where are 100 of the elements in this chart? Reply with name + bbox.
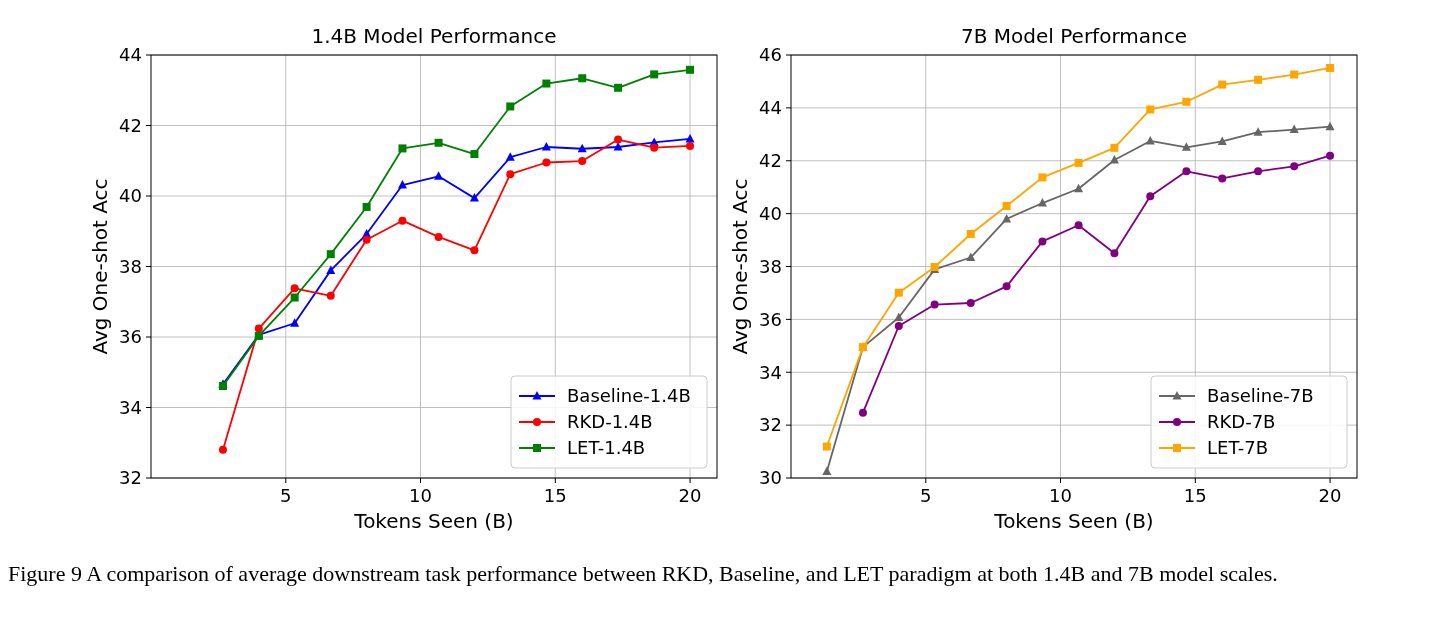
x-axis-title: Tokens Seen (B) [993, 509, 1154, 533]
point [434, 138, 443, 147]
point [1037, 198, 1047, 207]
point [1326, 63, 1335, 72]
point [1181, 142, 1191, 151]
point [398, 216, 407, 225]
legend-label: Baseline-7B [1207, 385, 1314, 407]
point [1254, 75, 1263, 84]
point [650, 143, 659, 152]
point [858, 408, 867, 417]
point [966, 298, 975, 307]
x-tick-label: 10 [409, 485, 432, 506]
point [506, 170, 515, 179]
point [614, 135, 623, 144]
point [290, 318, 300, 327]
point [894, 312, 904, 322]
point [1218, 80, 1227, 89]
point [577, 143, 587, 153]
y-tick-label: 34 [119, 396, 142, 418]
point [542, 158, 551, 167]
x-tick-label: 20 [678, 485, 702, 506]
point [1218, 174, 1227, 183]
point [362, 235, 371, 244]
point [397, 180, 407, 189]
point [1038, 237, 1047, 246]
point [966, 252, 976, 262]
x-tick-label: 20 [1318, 485, 1342, 506]
point [470, 150, 479, 159]
y-tick-label: 36 [119, 326, 142, 348]
chart-title: 7B Model Performance [961, 24, 1187, 48]
x-axis-title: Tokens Seen (B) [353, 509, 514, 533]
y-axis-title: Avg One-shot Acc [88, 178, 112, 355]
point [1253, 127, 1263, 136]
x-tick-label: 15 [543, 485, 567, 506]
point [822, 466, 832, 475]
point [650, 70, 659, 79]
point [398, 144, 407, 153]
point [1182, 97, 1191, 106]
point [326, 291, 335, 300]
point [1145, 135, 1155, 145]
point [469, 193, 479, 202]
y-tick-label: 44 [119, 44, 142, 66]
point [505, 152, 515, 161]
point [362, 202, 371, 211]
caption: Figure 9 A comparison of average downstream task performance between RKD, Baseline, and LET paradigm at both 1.4B and 7B model scales. [8, 560, 1279, 588]
point [1002, 201, 1011, 210]
point [578, 157, 587, 166]
y-tick-label: 38 [759, 255, 782, 277]
point [1217, 136, 1227, 145]
point [1289, 124, 1299, 134]
y-tick-label: 40 [119, 185, 142, 207]
chart-title: 1.4B Model Performance [311, 24, 557, 48]
point [1002, 213, 1012, 223]
x-tick-label: 10 [1049, 485, 1072, 506]
point [1146, 192, 1155, 201]
point [290, 284, 299, 293]
x-tick-label: 5 [920, 485, 932, 506]
y-tick-label: 42 [759, 150, 782, 172]
point [326, 265, 336, 274]
point [434, 232, 443, 241]
point [1325, 121, 1335, 131]
point [614, 83, 623, 92]
point [1038, 173, 1047, 182]
point [1110, 143, 1119, 152]
point [541, 142, 551, 151]
point [1074, 221, 1083, 230]
legend-label: RKD-1.4B [567, 411, 653, 433]
point [326, 250, 335, 259]
point [1074, 158, 1083, 167]
point [686, 141, 695, 150]
point [218, 445, 227, 454]
y-tick-label: 30 [759, 467, 782, 489]
y-tick-label: 38 [119, 255, 142, 277]
point [1110, 249, 1119, 258]
point [894, 288, 903, 297]
point [254, 324, 263, 333]
point [930, 300, 939, 309]
point [578, 74, 587, 83]
point [613, 142, 623, 151]
point [1254, 167, 1263, 176]
point [542, 79, 551, 88]
legend-label: Baseline-1.4B [567, 385, 691, 407]
x-tick-label: 15 [1183, 485, 1207, 506]
point [1146, 105, 1155, 114]
x-tick-label: 5 [280, 485, 292, 506]
point [1182, 167, 1191, 176]
y-tick-label: 34 [759, 361, 782, 383]
legend-label: RKD-7B [1207, 411, 1276, 433]
y-tick-label: 40 [759, 202, 782, 224]
point [1290, 70, 1299, 79]
point [686, 65, 695, 74]
y-tick-label: 44 [759, 97, 782, 119]
y-tick-label: 32 [119, 467, 142, 489]
legend-label: LET-7B [1207, 437, 1269, 459]
y-tick-label: 32 [759, 414, 782, 436]
point [434, 171, 444, 180]
y-tick-label: 46 [759, 44, 782, 66]
point [1074, 183, 1084, 193]
legend-label: LET-1.4B [567, 437, 646, 459]
point [290, 293, 299, 302]
